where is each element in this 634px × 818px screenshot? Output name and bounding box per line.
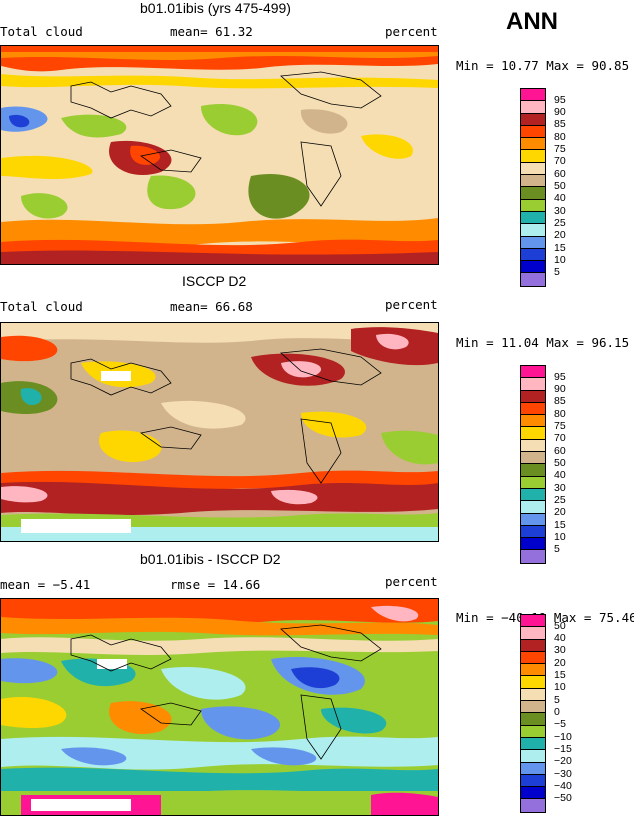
panel-1-colorbar: [520, 88, 546, 287]
colorbar-tick: 15: [554, 669, 566, 681]
colorbar-tick: 60: [554, 168, 566, 180]
colorbar-tick: 5: [554, 266, 560, 278]
colorbar-tick: 80: [554, 408, 566, 420]
colorbar-tick: 10: [554, 681, 566, 693]
colorbar-tick: 75: [554, 420, 566, 432]
colorbar-tick: 10: [554, 254, 566, 266]
panel-2-title: ISCCP D2: [182, 273, 247, 289]
panel-2-units: percent: [385, 297, 438, 312]
colorbar-tick: −40: [554, 780, 572, 792]
colorbar-tick: 40: [554, 632, 566, 644]
panel-2-colorbar: [520, 365, 546, 564]
colorbar-tick: 30: [554, 644, 566, 656]
panel-2-mean: mean= 66.68: [170, 299, 253, 314]
panel-1-mean: mean= 61.32: [170, 24, 253, 39]
colorbar-tick: 30: [554, 482, 566, 494]
colorbar-tick: 0: [554, 706, 560, 718]
colorbar-tick: 15: [554, 242, 566, 254]
colorbar-tick: −50: [554, 792, 572, 804]
colorbar-tick: 10: [554, 531, 566, 543]
colorbar-tick: −15: [554, 743, 572, 755]
colorbar-tick: 85: [554, 118, 566, 130]
panel-1-title: b01.01ibis (yrs 475-499): [140, 0, 291, 16]
colorbar-tick: 20: [554, 657, 566, 669]
colorbar-tick: 75: [554, 143, 566, 155]
panel-1-variable: Total cloud: [0, 24, 83, 39]
colorbar-tick: 90: [554, 106, 566, 118]
panel-3-rmse: rmse = 14.66: [170, 577, 261, 592]
panel-2-minmax: Min = 11.04 Max = 96.15: [456, 335, 630, 350]
panel-3-units: percent: [385, 574, 438, 589]
colorbar-tick: 20: [554, 229, 566, 241]
panel-1-map: [0, 45, 439, 265]
colorbar-tick: 25: [554, 494, 566, 506]
colorbar-tick: 20: [554, 506, 566, 518]
colorbar-tick: 5: [554, 694, 560, 706]
colorbar-tick: 80: [554, 131, 566, 143]
colorbar-tick: 70: [554, 155, 566, 167]
colorbar-tick: 70: [554, 432, 566, 444]
panel-3-mean: mean = −5.41: [0, 577, 91, 592]
colorbar-tick: 60: [554, 445, 566, 457]
colorbar-tick: 50: [554, 620, 566, 632]
panel-3-map: [0, 598, 439, 816]
colorbar-tick: 40: [554, 469, 566, 481]
panel-2-variable: Total cloud: [0, 299, 83, 314]
colorbar-tick: 90: [554, 383, 566, 395]
colorbar-tick: 40: [554, 192, 566, 204]
colorbar-tick: −20: [554, 755, 572, 767]
colorbar-tick: 25: [554, 217, 566, 229]
panel-1-units: percent: [385, 24, 438, 39]
panel-1-minmax: Min = 10.77 Max = 90.85: [456, 58, 630, 73]
colorbar-tick: 50: [554, 180, 566, 192]
panel-3-colorbar: [520, 614, 546, 813]
colorbar-tick: −5: [554, 718, 566, 730]
colorbar-tick: 95: [554, 371, 566, 383]
colorbar-tick: −10: [554, 731, 572, 743]
colorbar-tick: 5: [554, 543, 560, 555]
colorbar-tick: 50: [554, 457, 566, 469]
colorbar-tick: 30: [554, 205, 566, 217]
panel-3-title: b01.01ibis - ISCCP D2: [140, 551, 281, 567]
colorbar-tick: 95: [554, 94, 566, 106]
season-label: ANN: [506, 8, 558, 35]
panel-2-map: [0, 322, 439, 542]
colorbar-tick: −30: [554, 768, 572, 780]
colorbar-tick: 15: [554, 519, 566, 531]
colorbar-tick: 85: [554, 395, 566, 407]
